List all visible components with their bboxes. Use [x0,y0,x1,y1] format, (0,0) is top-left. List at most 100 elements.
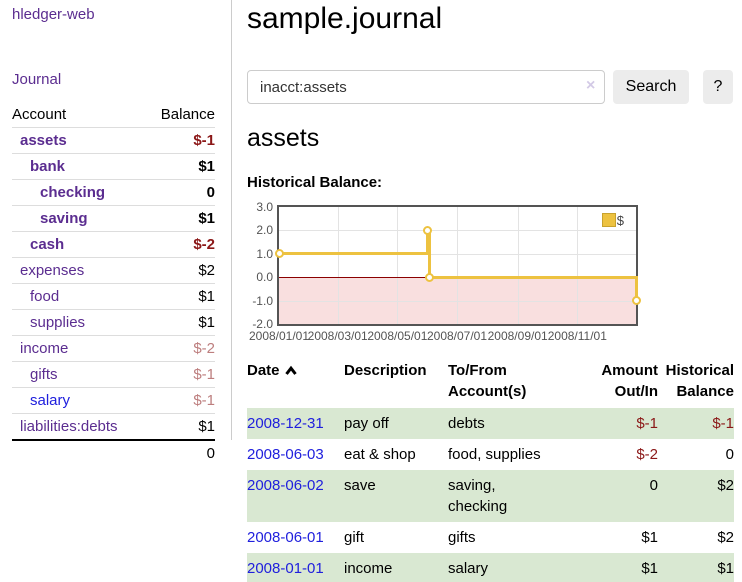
transaction-date-link[interactable]: 2008-01-01 [247,560,324,577]
chart-y-tick-label: 1.0 [256,246,273,261]
account-link-gifts[interactable]: gifts [30,366,58,383]
transaction-accounts: debts [448,415,485,432]
transaction-accounts: food, supplies [448,446,541,463]
account-row-checking: checking 0 [12,179,215,206]
accounts-table: Account Balance assets $-1 bank $1 check… [12,102,215,466]
transaction-accounts: saving, checking [448,477,508,515]
transaction-balance: $2 [717,529,734,546]
account-row-income: income $-2 [12,335,215,362]
account-row-gifts: gifts $-1 [12,361,215,388]
transaction-accounts: gifts [448,529,476,546]
page-title: sample.journal [247,2,443,35]
register-header-accounts: To/From Account(s) [448,362,527,400]
app-title-link[interactable]: hledger-web [12,6,95,23]
chart-y-tick-label: 0.0 [256,270,273,285]
account-row-expenses: expenses $2 [12,257,215,284]
help-button[interactable]: ? [703,70,733,104]
account-link-checking[interactable]: checking [40,184,106,201]
account-row-saving: saving $1 [12,205,215,232]
chart-x-tick-label: 2008/05/01 [367,329,428,343]
account-link-food[interactable]: food [30,288,60,305]
search-button[interactable]: Search [613,70,689,104]
transaction-date-link[interactable]: 2008-06-03 [247,446,324,463]
account-link-assets[interactable]: assets [20,132,67,149]
register-header-description: Description [344,362,427,379]
account-row-food: food $1 [12,283,215,310]
chart-x-tick-label: 2008/07/01 [426,329,488,343]
transaction-date-link[interactable]: 2008-06-02 [247,477,324,494]
transaction-amount: $1 [641,529,658,546]
chart-x-tick-label: 2008/03/01 [307,329,368,343]
account-link-income[interactable]: income [20,340,69,357]
chart-gridline-v [397,207,399,324]
transaction-amount: $-2 [636,446,658,463]
account-row-assets: assets $-1 [12,127,215,154]
transaction-amount: $1 [641,560,658,577]
balance-column-header: Balance [160,106,215,123]
account-balance: $1 [146,205,215,232]
transaction-description: gift [344,529,365,546]
chart-y-tick-label: -2.0 [252,317,273,331]
account-balance: $1 [146,413,215,440]
chart-y-tick-label: -1.0 [252,293,273,308]
search-input[interactable] [247,70,605,104]
account-link-salary[interactable]: salary [30,392,71,409]
sort-ascending-icon [284,365,297,375]
chart-point-marker [631,296,641,306]
chart-title: Historical Balance: [247,174,383,191]
chart-point-marker [423,225,433,235]
account-page-heading: assets [247,124,320,152]
account-row-supplies: supplies $1 [12,309,215,336]
historical-balance-chart: $ 3.0 2.0 1.0 0.0 -1.0 -2.0 2008/01/01 2008/03/… [247,197,687,349]
chart-x-tick-label: 2008/09/01 [487,329,548,343]
transaction-description: income [344,560,393,577]
legend-color-swatch [601,213,616,227]
transaction-balance: $2 [717,477,734,494]
chart-gridline-v [337,207,339,324]
sidebar: hledger-web Journal Account Balance asse… [0,0,232,466]
accounts-total-row: 0 [12,439,215,466]
register-row[interactable]: 2008-01-01 income salary $1 $1 [247,553,734,582]
register-header-date[interactable]: Date [247,360,344,408]
account-link-liabilities-debts[interactable]: liabilities:debts [20,418,118,435]
account-balance: $1 [146,309,215,336]
transaction-description: save [344,477,376,494]
chart-gridline-v [577,207,579,324]
account-balance: $-1 [146,361,215,388]
chart-y-tick-label: 2.0 [256,223,273,238]
sidebar-item-journal[interactable]: Journal [12,71,62,88]
account-link-bank[interactable]: bank [30,158,66,175]
clear-search-icon[interactable]: × [586,77,596,94]
register-header-row: Date Description To/From Account(s) Amou… [247,360,734,408]
account-balance: $-1 [146,127,215,154]
account-balance: $-2 [146,335,215,362]
account-balance: 0 [146,179,215,206]
chart-gridline-v [457,207,458,324]
chart-point-marker [425,272,435,282]
register-row[interactable]: 2008-06-01 gift gifts $1 $2 [247,522,734,553]
transaction-amount: $-1 [636,415,658,432]
transaction-date-link[interactable]: 2008-12-31 [247,415,324,432]
register-row[interactable]: 2008-12-31 pay off debts $-1 $-1 [247,408,734,439]
account-link-cash[interactable]: cash [30,236,65,253]
register-row[interactable]: 2008-06-02 save saving, checking 0 $2 [247,470,734,522]
account-link-expenses[interactable]: expenses [20,262,85,279]
register-header-date-label: Date [247,362,280,379]
account-balance: $-1 [146,387,215,414]
chart-x-tick-label: 2008/01/01 [248,329,310,343]
register-header-amount: Amount Out/In [601,362,658,400]
account-link-supplies[interactable]: supplies [30,314,86,331]
transaction-date-link[interactable]: 2008-06-01 [247,529,324,546]
legend-series-label: $ [616,213,624,228]
account-column-header: Account [12,106,67,123]
register-row[interactable]: 2008-06-03 eat & shop food, supplies $-2… [247,439,734,470]
chart-point-marker [274,249,284,259]
transaction-balance: 0 [725,446,734,463]
account-row-cash: cash $-2 [12,231,215,258]
account-balance: $1 [146,283,215,310]
transaction-accounts: salary [448,560,489,577]
chart-line-segment [428,228,432,279]
account-link-saving[interactable]: saving [40,210,88,227]
chart-plot-area: $ [274,205,641,326]
